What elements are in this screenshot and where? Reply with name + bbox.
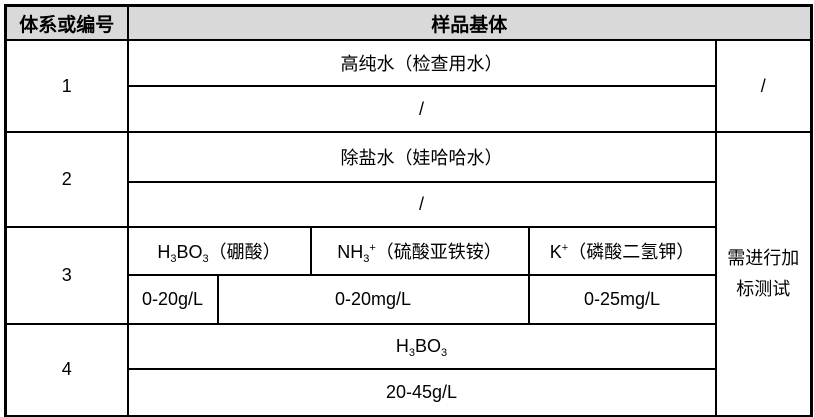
analyte-potassium-cell: K+（磷酸二氢钾） [527,226,717,276]
header-sample-matrix-col: 样品基体 [126,4,813,41]
system-1-matrix-cell: 高纯水（检查用水） [126,39,717,87]
analyte-ammonium-cell: NH3+（硫酸亚铁铵） [309,226,530,276]
table-header-row: 体系或编号 样品基体 [4,4,813,41]
table-row: 20-45g/L [6,368,812,417]
system-4-matrix-cell: H3BO3 [126,323,717,370]
system-4-id-cell: 4 [4,323,129,417]
spike-test-note-cell: 需进行加标测试 [714,131,813,417]
sample-matrix-table: 体系或编号 样品基体 1 高纯水（检查用水） / / 2 除盐水（娃哈哈水） 需… [4,4,814,417]
analyte-boric-acid-cell: H3BO3（硼酸） [126,226,312,276]
system-3-id-cell: 3 [4,226,129,325]
system-1-note-cell: / [714,39,813,133]
system-1-range-cell: / [126,85,717,133]
table-row: 1 高纯水（检查用水） / [4,39,813,133]
system-2-matrix-cell: 除盐水（娃哈哈水） [126,131,717,183]
system-2-id-cell: 2 [4,131,129,228]
header-system-col: 体系或编号 [4,4,129,41]
table-row: / [6,181,812,228]
system-4-range-cell: 20-45g/L [126,368,717,417]
table-row: 3 H3BO3（硼酸） NH3+（硫酸亚铁铵） K+（磷酸二氢钾） [4,226,812,325]
range-potassium-cell: 0-25mg/L [527,274,717,325]
table-row: 2 除盐水（娃哈哈水） 需进行加标测试 [4,131,813,417]
range-ammonium-cell: 0-20mg/L [216,274,530,325]
table-row: / [6,85,812,133]
table-row: 4 H3BO3 [4,323,812,417]
system-2-range-cell: / [126,181,717,228]
range-boric-acid-cell: 0-20g/L [126,274,219,325]
system-1-id-cell: 1 [4,39,129,133]
table-row: 0-20g/L 0-20mg/L 0-25mg/L [6,274,812,325]
